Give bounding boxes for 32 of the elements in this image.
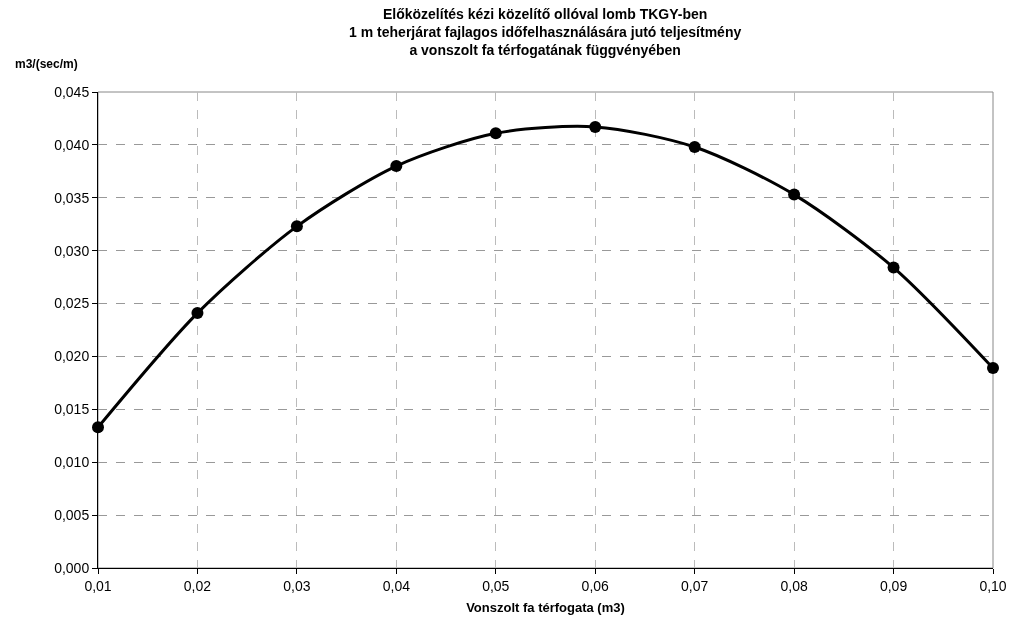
point [390,160,403,173]
x-tick-label: 0,07 [681,577,709,594]
y-tick-label: 0,020 [54,348,90,365]
x-tick-label: 0,02 [183,577,212,594]
point [290,220,303,233]
x-tick-label: 0,03 [283,577,311,594]
y-tick-label: 0,010 [54,454,90,471]
y-axis-title: m3/(sec/m) [15,57,78,71]
y-tick-label: 0,030 [54,242,90,259]
y-tick-label: 0,035 [54,189,90,206]
x-tick-label: 0,09 [879,577,908,594]
y-tick-label: 0,025 [54,295,90,312]
y-tick-label: 0,015 [54,401,90,418]
x-axis-title: Vonszolt fa térfogata (m3) [466,600,625,616]
point [887,261,900,274]
x-tick-label: 0,10 [979,577,1007,594]
x-tick-label: 0,04 [382,577,411,594]
point [987,362,999,375]
y-tick-label: 0,040 [54,136,90,153]
point [589,120,602,133]
x-tick-label: 0,06 [581,577,610,594]
point [688,141,701,153]
y-tick-label: 0,000 [54,559,90,576]
point [788,188,801,201]
x-tick-label: 0,01 [84,577,112,594]
point [191,307,204,320]
x-tick-label: 0,08 [780,577,808,594]
chart-title: Előközelítés kézi közelítő ollóval lomb TKGY-ben 1 m teherjárat fajlagos időfelhasználására jutó teljesítmény a vonszolt fa térfogatának függvényében [349,5,742,59]
x-tick-label: 0,05 [482,577,510,594]
y-tick-label: 0,005 [54,507,90,524]
point [489,127,502,140]
y-tick-label: 0,045 [54,83,90,100]
